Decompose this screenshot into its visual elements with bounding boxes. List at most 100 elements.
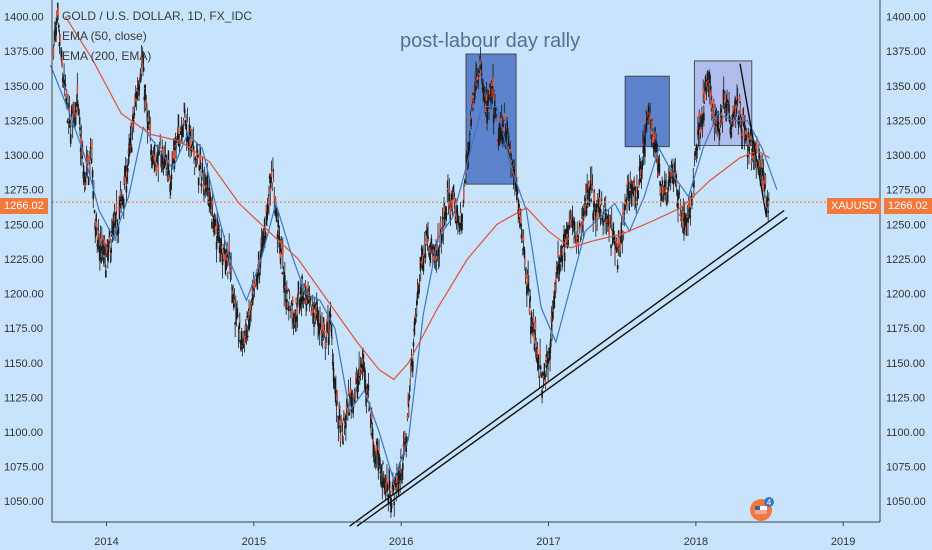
y-tick-label-right: 1125.00 [886, 392, 925, 404]
ema-200-line[interactable] [64, 16, 770, 381]
candle-body [248, 321, 251, 327]
highlight-box[interactable] [465, 53, 517, 185]
candle-body [657, 171, 659, 177]
candle-body [478, 72, 480, 76]
candle-body [593, 201, 595, 208]
candle-body [358, 373, 361, 377]
candle-body [721, 117, 724, 123]
candle-body [534, 321, 537, 331]
candle-body [501, 128, 504, 139]
annotation-text[interactable]: post-labour day rally [400, 30, 581, 52]
trendline[interactable] [349, 209, 785, 527]
candle-body [731, 114, 734, 124]
candle-body [256, 280, 259, 283]
candle-body [345, 404, 348, 410]
y-tick-label-left: 1075.00 [4, 462, 44, 474]
candle-body [169, 183, 171, 192]
ema-50-line[interactable] [49, 64, 778, 483]
candle-body [540, 374, 543, 378]
candle-body [126, 168, 129, 172]
candle-body [376, 444, 378, 454]
candle-body [214, 216, 217, 220]
candle-body [64, 84, 67, 87]
candle-body [535, 357, 538, 359]
candle-body [227, 261, 230, 266]
candle-body [118, 206, 120, 213]
candle-body [355, 373, 358, 379]
candle-body [71, 125, 74, 127]
candle-body [453, 192, 455, 198]
candle-body [159, 144, 162, 149]
candle-body [164, 155, 167, 159]
ema-fast-legend[interactable]: EMA (50, close) [62, 29, 147, 43]
candle-body [236, 312, 238, 318]
candle-body [114, 221, 116, 228]
candle-body [320, 332, 323, 337]
candle-body [410, 359, 413, 367]
candle-body [738, 116, 740, 126]
candle-body [329, 314, 332, 318]
candle-body [646, 116, 649, 118]
x-tick-label: 2017 [536, 536, 560, 548]
trendline[interactable] [356, 216, 788, 527]
flag-circle-logo-icon[interactable]: 4 [748, 497, 774, 523]
trendline[interactable] [739, 63, 768, 218]
candle-body [120, 196, 122, 203]
candle-body [575, 237, 578, 246]
candle-body [420, 248, 423, 250]
candle-body [185, 114, 187, 118]
candle-body [122, 198, 125, 208]
candle-body [591, 185, 594, 189]
candle-body [434, 255, 437, 261]
candle-body [113, 215, 116, 224]
candle-body [327, 337, 330, 346]
candle-body [336, 390, 339, 398]
candle-body [560, 245, 563, 255]
y-tick-label-right: 1275.00 [886, 185, 926, 197]
candle-body [132, 109, 134, 116]
chart-title: GOLD / U.S. DOLLAR, 1D, FX_IDC [62, 9, 253, 23]
y-tick-label-right: 1150.00 [886, 358, 925, 370]
candle-body [551, 329, 553, 331]
candle-body [142, 63, 144, 69]
candle-body [277, 219, 280, 228]
candle-body [332, 361, 335, 371]
candle-body [499, 122, 502, 131]
candle-body [295, 297, 297, 304]
candle-body [598, 197, 601, 207]
candle-body [479, 59, 482, 66]
candle-body [388, 480, 391, 489]
candle-body [437, 231, 439, 242]
candle-body [485, 93, 488, 102]
y-tick-label-right: 1075.00 [886, 462, 926, 474]
candle-body [625, 202, 628, 206]
candle-body [162, 148, 164, 154]
y-tick-label-right: 1200.00 [886, 289, 926, 301]
candle-body [386, 476, 388, 486]
candle-body [591, 176, 593, 184]
candle-body [599, 208, 602, 213]
candle-body [207, 187, 209, 197]
candle-body [514, 183, 517, 189]
candle-body [549, 350, 551, 360]
candle-body [239, 340, 242, 344]
candle-body [516, 190, 518, 200]
candle-body [170, 180, 172, 187]
candle-body [490, 93, 492, 103]
candle-body [412, 342, 415, 347]
candle-body [544, 379, 547, 387]
candle-body [238, 318, 241, 323]
candle-body [382, 463, 384, 465]
candle-body [89, 147, 92, 149]
candle-body [726, 102, 728, 108]
ema-slow-legend[interactable]: EMA (200, EMA) [62, 49, 152, 63]
candle-body [184, 120, 187, 126]
candle-body [313, 304, 316, 308]
candle-body [55, 26, 57, 36]
candle-body [427, 245, 430, 247]
candle-body [685, 217, 688, 223]
candle-body [522, 235, 525, 242]
candle-body [262, 237, 265, 242]
candle-body [529, 296, 531, 302]
